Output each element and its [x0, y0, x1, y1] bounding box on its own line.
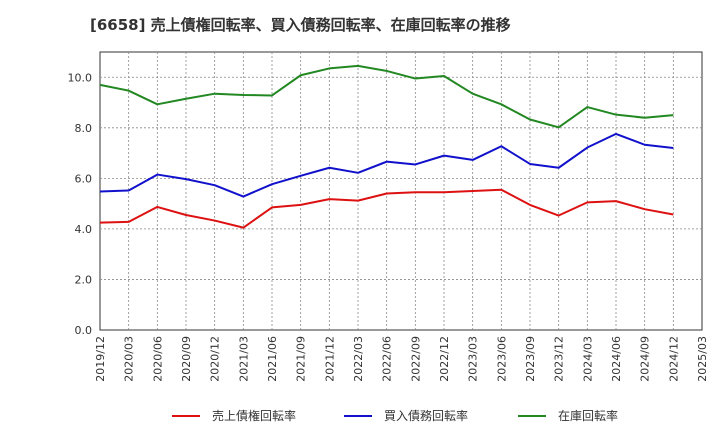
- series-layer: [99, 64, 674, 229]
- x-tick-label: 2024/03: [581, 336, 594, 382]
- x-axis: 2019/12 2020/03 2020/06 2020/09 2020/12 2021/…: [94, 336, 709, 382]
- x-tick-label: 2024/06: [610, 336, 623, 382]
- series-line: [99, 64, 674, 129]
- y-tick-label: 8.0: [75, 122, 93, 135]
- y-tick-label: 2.0: [75, 273, 93, 286]
- series-line: [99, 132, 674, 198]
- x-tick-label: 2021/12: [323, 336, 336, 382]
- x-tick-label: 2020/09: [180, 336, 193, 382]
- x-tick-label: 2023/09: [524, 336, 537, 382]
- x-tick-label: 2020/12: [209, 336, 222, 382]
- chart-title: [6658] 売上債権回転率、買入債務回転率、在庫回転率の推移: [90, 16, 511, 34]
- x-tick-label: 2025/03: [696, 336, 709, 382]
- x-tick-label: 2023/12: [553, 336, 566, 382]
- x-tick-label: 2019/12: [94, 336, 107, 382]
- x-tick-label: 2022/09: [409, 336, 422, 382]
- y-tick-label: 6.0: [75, 172, 93, 185]
- x-tick-label: 2021/06: [266, 336, 279, 382]
- x-tick-label: 2020/06: [151, 336, 164, 382]
- x-tick-label: 2020/03: [123, 336, 136, 382]
- plot-frame: [99, 51, 703, 331]
- x-tick-label: 2023/06: [495, 336, 508, 382]
- x-tick-label: 2021/03: [237, 336, 250, 382]
- plot-area: [99, 51, 703, 331]
- x-tick-label: 2023/03: [467, 336, 480, 382]
- y-tick-label: 4.0: [75, 223, 93, 236]
- x-tick-label: 2022/06: [381, 336, 394, 382]
- y-axis: 0.0 2.0 4.0 6.0 8.0 10.0: [68, 71, 93, 337]
- legend-label: 在庫回転率: [558, 408, 618, 423]
- x-tick-label: 2022/12: [438, 336, 451, 382]
- x-tick-label: 2024/12: [667, 336, 680, 382]
- gridlines: [100, 52, 702, 330]
- y-tick-label: 0.0: [75, 324, 93, 337]
- y-tick-label: 10.0: [68, 71, 93, 84]
- x-tick-label: 2021/09: [295, 336, 308, 382]
- series-line: [99, 188, 674, 229]
- x-tick-label: 2022/03: [352, 336, 365, 382]
- legend-label: 売上債権回転率: [212, 408, 296, 423]
- legend-label: 買入債務回転率: [384, 408, 468, 423]
- legend: 売上債権回転率 買入債務回転率 在庫回転率: [172, 408, 618, 423]
- x-tick-label: 2024/09: [639, 336, 652, 382]
